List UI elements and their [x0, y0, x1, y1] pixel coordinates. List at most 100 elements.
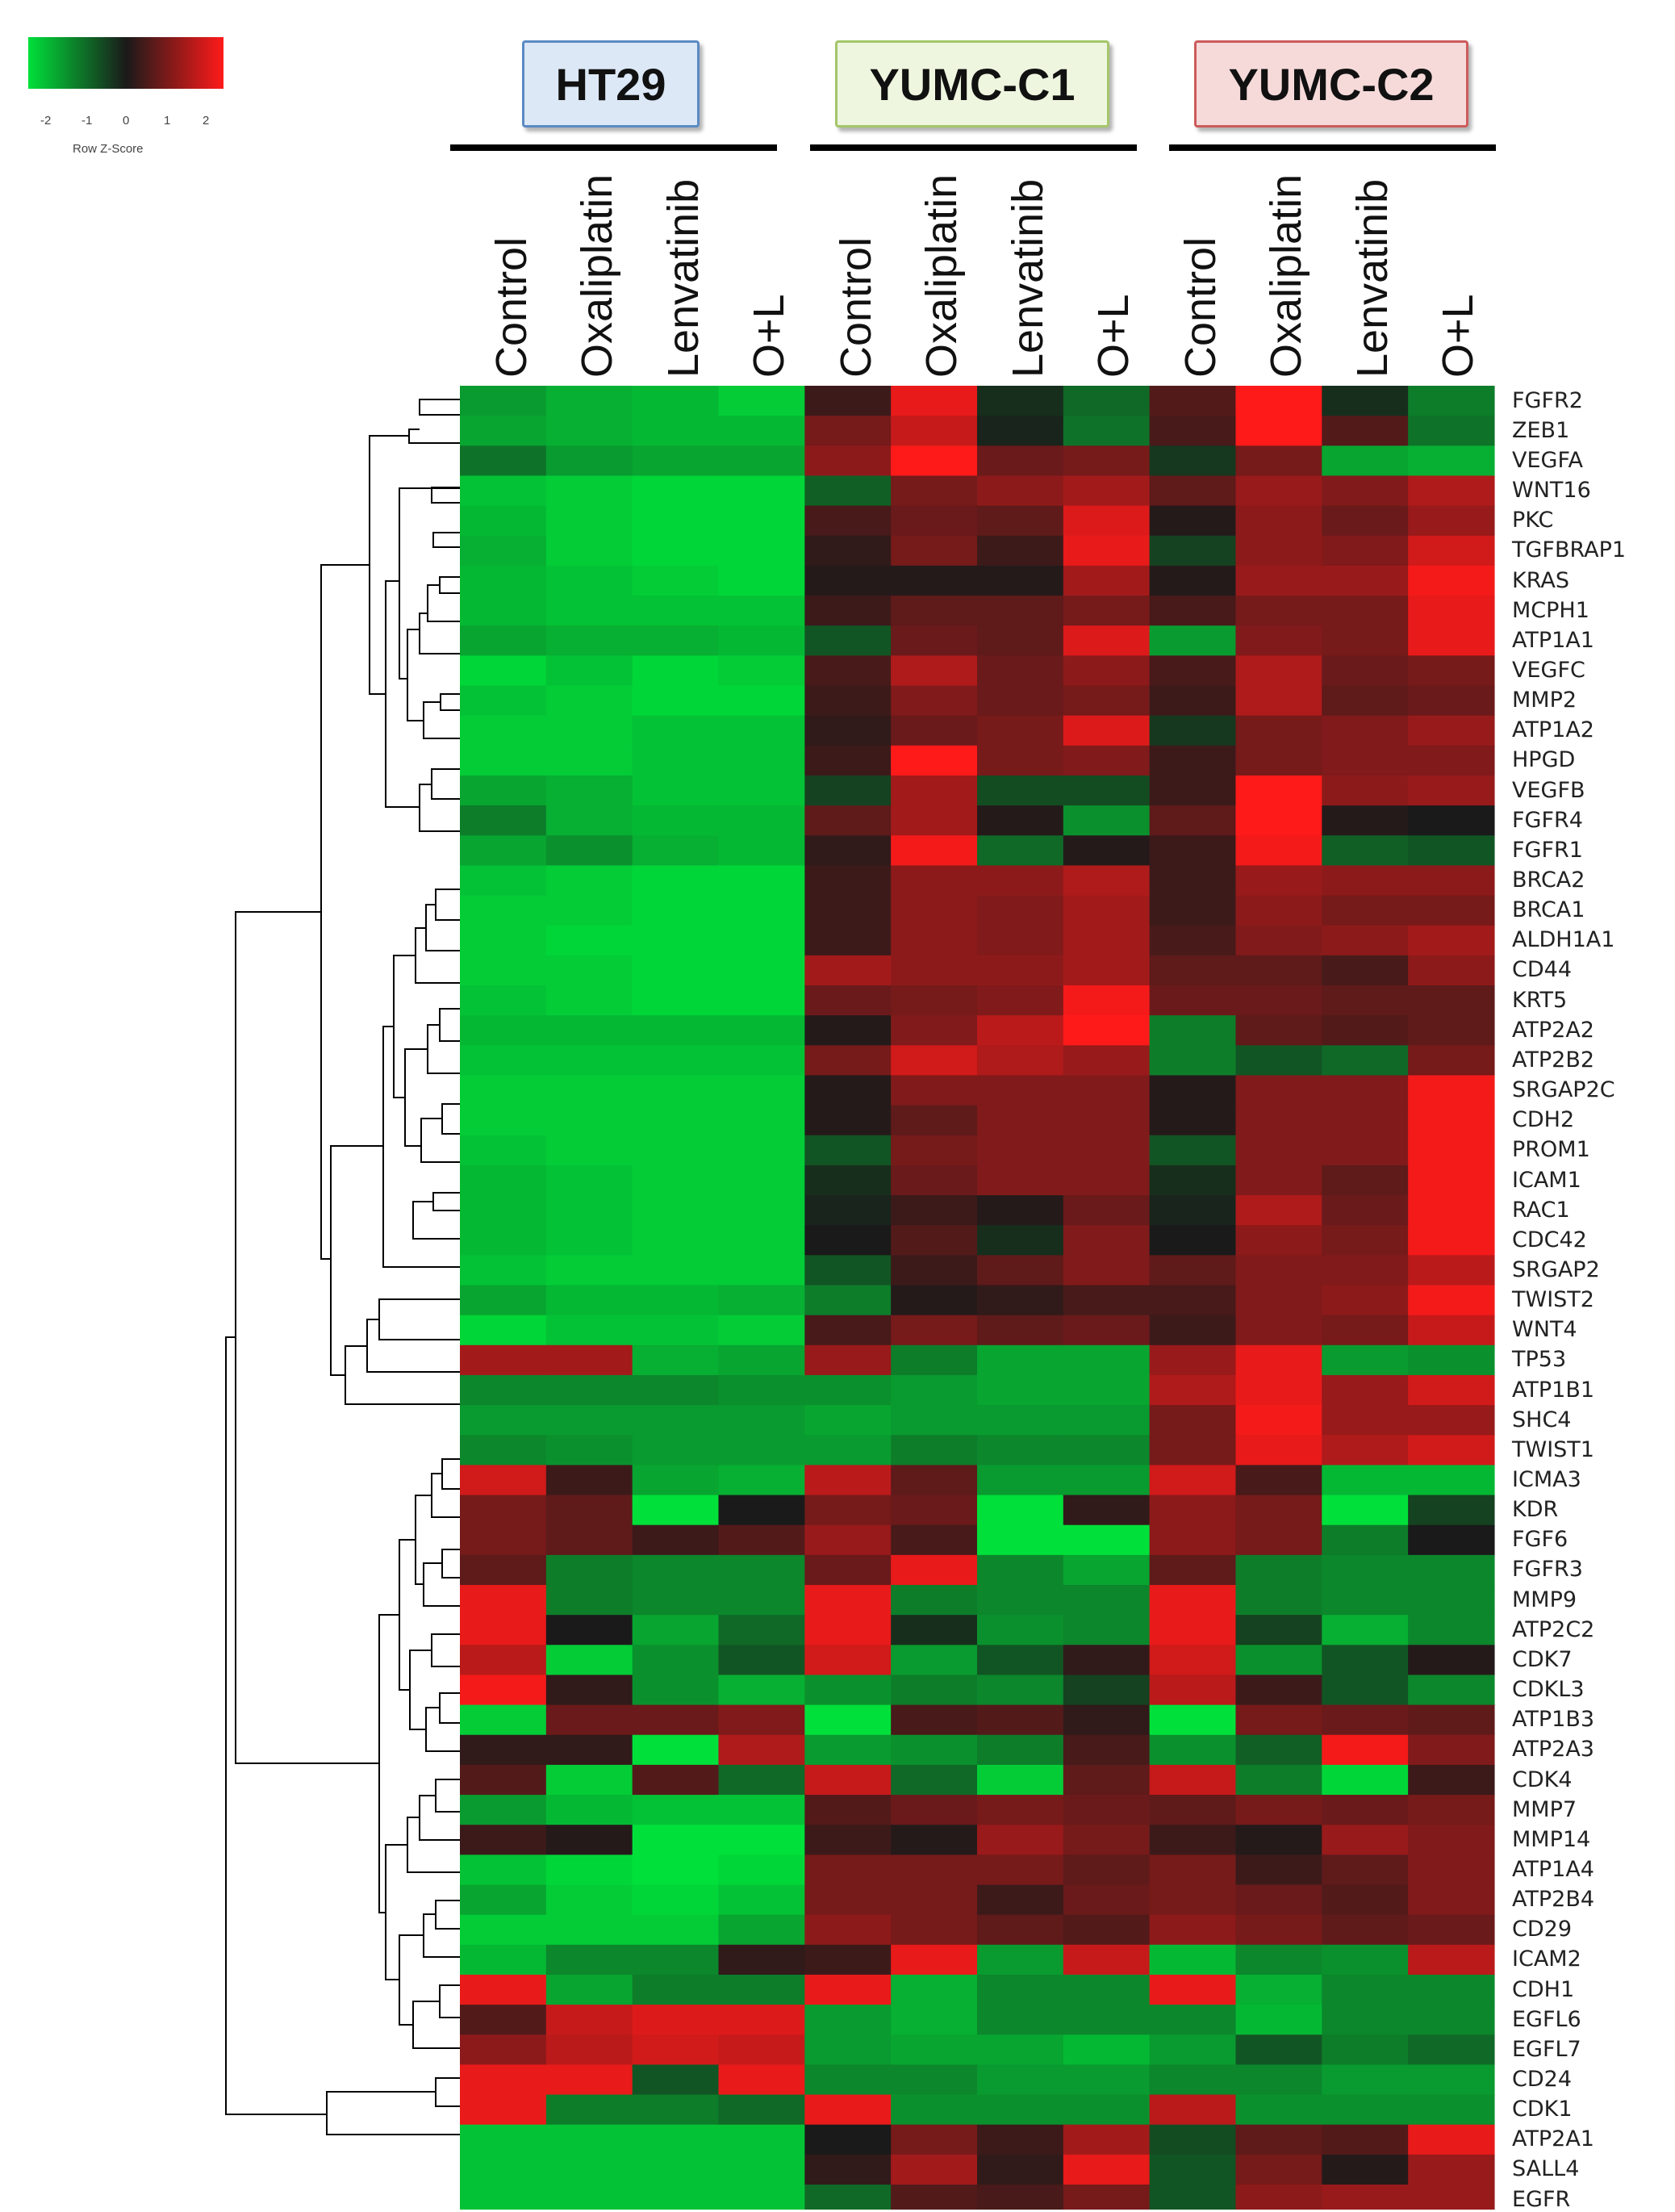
heatmap-cell: [1322, 1255, 1409, 1286]
heatmap-cell: [976, 835, 1064, 866]
heatmap-cell: [632, 1554, 720, 1586]
heatmap-cell: [460, 1825, 547, 1855]
heatmap-cell: [804, 685, 892, 717]
heatmap-cell: [891, 386, 978, 416]
gene-label: FGFR3: [1512, 1557, 1583, 1583]
heatmap-cell: [460, 865, 547, 897]
heatmap-cell: [1408, 625, 1495, 656]
gene-label: KRT5: [1512, 987, 1568, 1013]
heatmap-cell: [891, 2034, 978, 2065]
heatmap-cell: [1149, 715, 1237, 746]
heatmap-cell: [976, 2154, 1064, 2185]
heatmap-cell: [1408, 865, 1495, 897]
heatmap-cell: [1063, 1675, 1151, 1706]
heatmap-cell: [1063, 1105, 1151, 1136]
heatmap-cell: [545, 2124, 633, 2156]
heatmap-cell: [1235, 1825, 1322, 1855]
gene-label: KRAS: [1512, 567, 1569, 593]
heatmap-cell: [1408, 1764, 1495, 1796]
heatmap-cell: [1408, 1435, 1495, 1466]
heatmap-cell: [1408, 1615, 1495, 1645]
heatmap-cell: [1063, 1255, 1151, 1286]
heatmap-cell: [632, 1465, 720, 1496]
heatmap-cell: [891, 1135, 978, 1166]
group-bar-ht29: [450, 144, 777, 151]
heatmap-cell: [545, 1105, 633, 1136]
heatmap-cell: [460, 596, 547, 626]
heatmap-cell: [1063, 1764, 1151, 1796]
heatmap-cell: [1408, 1914, 1495, 1946]
heatmap-cell: [1149, 1734, 1237, 1766]
heatmap-cell: [976, 865, 1064, 897]
heatmap-cell: [804, 1944, 892, 1976]
heatmap-cell: [632, 655, 720, 687]
heatmap-cell: [718, 1435, 805, 1466]
heatmap-cell: [1235, 445, 1322, 477]
heatmap-cell: [1322, 1344, 1409, 1376]
color-key-tick: 2: [203, 114, 210, 128]
gene-label: RAC1: [1512, 1197, 1570, 1223]
heatmap-cell: [632, 2064, 720, 2096]
heatmap-cell: [1408, 386, 1495, 416]
heatmap-cell: [718, 2094, 805, 2126]
heatmap-cell: [460, 1225, 547, 1256]
heatmap-cell: [1063, 1344, 1151, 1376]
heatmap-cell: [718, 2185, 805, 2210]
heatmap-cell: [718, 1615, 805, 1645]
gene-label: CD24: [1512, 2067, 1572, 2092]
heatmap-cell: [460, 2154, 547, 2185]
heatmap-cell: [632, 1015, 720, 1046]
heatmap-cell: [1149, 1255, 1237, 1286]
heatmap-cell: [1235, 1135, 1322, 1166]
gene-label: PKC: [1512, 508, 1554, 533]
heatmap-cell: [1408, 1734, 1495, 1766]
heatmap-cell: [632, 1405, 720, 1436]
heatmap-cell: [632, 625, 720, 656]
heatmap-cell: [632, 2005, 720, 2035]
heatmap-cell: [718, 535, 805, 567]
heatmap-cell: [1322, 625, 1409, 656]
heatmap-cell: [718, 1914, 805, 1946]
heatmap-cell: [718, 1585, 805, 1616]
heatmap-cell: [804, 1374, 892, 1406]
heatmap-cell: [545, 775, 633, 806]
heatmap-cell: [976, 1795, 1064, 1825]
gene-label: MMP14: [1512, 1826, 1591, 1852]
gene-label: SALL4: [1512, 2156, 1580, 2182]
heatmap-cell: [1322, 685, 1409, 717]
heatmap-cell: [1149, 1165, 1237, 1196]
heatmap-cell: [1149, 1524, 1237, 1556]
heatmap-cell: [632, 535, 720, 567]
heatmap-cell: [976, 775, 1064, 806]
heatmap-cell: [1322, 1165, 1409, 1196]
heatmap-cell: [1149, 1704, 1237, 1736]
heatmap-cell: [1063, 1914, 1151, 1946]
heatmap-cell: [718, 1764, 805, 1796]
gene-label: HPGD: [1512, 747, 1576, 773]
heatmap-cell: [718, 1135, 805, 1166]
gene-label: CDK1: [1512, 2097, 1573, 2122]
heatmap-cell: [460, 2094, 547, 2126]
heatmap-cell: [545, 895, 633, 926]
heatmap-cell: [1235, 955, 1322, 986]
heatmap-cell: [976, 685, 1064, 717]
gene-label: ALDH1A1: [1512, 927, 1615, 953]
heatmap-cell: [460, 1285, 547, 1316]
gene-label: BRCA2: [1512, 868, 1585, 893]
gene-label: PROM1: [1512, 1137, 1590, 1163]
heatmap-cell: [718, 596, 805, 626]
heatmap-cell: [976, 1344, 1064, 1376]
heatmap-cell: [976, 2034, 1064, 2065]
heatmap-cell: [1149, 596, 1237, 626]
heatmap-cell: [804, 1585, 892, 1616]
gene-label: ATP1A2: [1512, 717, 1594, 743]
heatmap-cell: [718, 1974, 805, 2005]
heatmap-cell: [1322, 1675, 1409, 1706]
heatmap-cell: [1322, 2034, 1409, 2065]
heatmap-cell: [1149, 2154, 1237, 2185]
heatmap-cell: [1149, 985, 1237, 1016]
heatmap-cell: [545, 1015, 633, 1046]
heatmap-cell: [1149, 895, 1237, 926]
gene-label: TGFBRAP1: [1512, 537, 1627, 563]
gene-label: MMP9: [1512, 1587, 1577, 1612]
